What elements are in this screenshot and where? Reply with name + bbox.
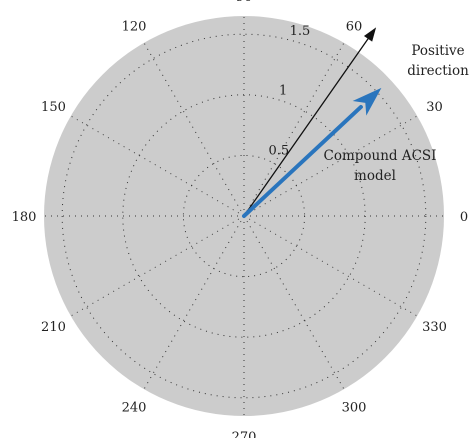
positive-direction-head	[363, 27, 377, 42]
grid-circle-2	[61, 33, 427, 399]
angle-tick-120: 120	[122, 19, 147, 34]
angle-tick-30: 30	[426, 100, 443, 115]
angle-tick-300: 300	[342, 401, 367, 416]
compound-acsi-label-line1: Compound ACSI	[323, 148, 436, 164]
angle-tick-330: 330	[422, 320, 447, 335]
compound-acsi-head	[352, 87, 382, 116]
compound-acsi-label-line2: model	[354, 168, 396, 184]
positive-direction-label-line2: direction	[407, 63, 469, 79]
positive-direction-arrow	[243, 27, 377, 217]
polar-grid	[44, 16, 444, 416]
angle-tick-180: 180	[12, 210, 37, 225]
radial-tick-2: 1.5	[290, 24, 311, 39]
angle-tick-150: 150	[41, 100, 66, 115]
radial-tick-labels: 0.5 1 1.5	[269, 24, 311, 158]
angle-tick-0: 0	[460, 210, 468, 225]
angle-tick-90: 90	[236, 0, 253, 5]
compound-acsi-shaft	[242, 104, 363, 218]
angle-tick-210: 210	[41, 320, 66, 335]
angle-tick-60: 60	[346, 19, 363, 34]
arrows	[242, 27, 382, 218]
radial-tick-1: 1	[279, 84, 287, 99]
angle-tick-270: 270	[232, 430, 257, 438]
angle-tick-240: 240	[122, 401, 147, 416]
positive-direction-shaft	[243, 36, 370, 217]
positive-direction-label-line1: Positive	[411, 43, 464, 59]
compound-acsi-arrow	[242, 87, 382, 218]
radial-tick-0: 0.5	[269, 143, 290, 158]
grid-circle-1	[122, 94, 366, 338]
angle-tick-labels: 0 30 60 90 120 150 180 210 240 270 300 330	[12, 0, 469, 438]
